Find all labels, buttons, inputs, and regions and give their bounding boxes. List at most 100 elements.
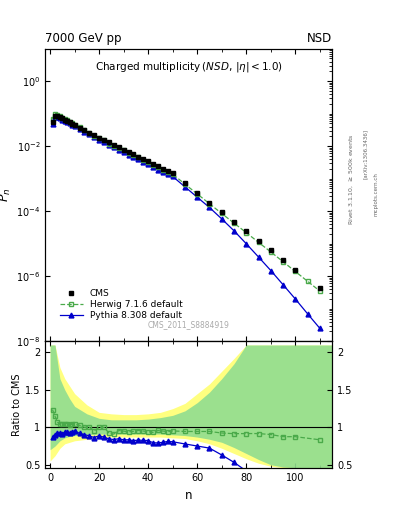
Herwig 7.1.6 default [293,268,298,274]
CMS [141,156,146,162]
Pythia 8.308 default [53,114,57,120]
Pythia 8.308 default [126,152,131,158]
CMS [244,228,249,234]
Pythia 8.308 default [102,139,107,145]
Text: [arXiv:1306.3436]: [arXiv:1306.3436] [363,129,368,179]
Pythia 8.308 default [170,174,175,180]
CMS [126,149,131,155]
Herwig 7.1.6 default [207,201,212,207]
CMS [131,151,136,157]
Pythia 8.308 default [207,204,212,210]
CMS [231,219,236,225]
CMS [55,113,60,119]
CMS [107,139,111,145]
Pythia 8.308 default [72,123,77,129]
CMS [67,119,72,125]
CMS [195,190,200,196]
Pythia 8.308 default [92,134,97,140]
Herwig 7.1.6 default [57,113,62,119]
Pythia 8.308 default [268,267,273,273]
Pythia 8.308 default [70,121,75,127]
Pythia 8.308 default [107,142,111,148]
Herwig 7.1.6 default [141,157,146,163]
Line: Herwig 7.1.6 default: Herwig 7.1.6 default [50,111,322,293]
CMS [165,168,170,174]
Pythia 8.308 default [305,311,310,317]
Pythia 8.308 default [87,132,92,138]
Pythia 8.308 default [121,149,126,155]
Herwig 7.1.6 default [50,116,55,122]
CMS [50,119,55,125]
Pythia 8.308 default [62,118,67,124]
Text: Charged multiplicity$\,(NSD,\,|\eta| < 1.0)$: Charged multiplicity$\,(NSD,\,|\eta| < 1… [95,60,283,74]
Herwig 7.1.6 default [281,259,285,265]
Herwig 7.1.6 default [256,239,261,245]
Line: CMS: CMS [50,113,322,291]
Pythia 8.308 default [231,228,236,234]
CMS [116,144,121,151]
Herwig 7.1.6 default [92,133,97,139]
Text: 7000 GeV pp: 7000 GeV pp [45,32,122,45]
Herwig 7.1.6 default [318,288,322,294]
Pythia 8.308 default [82,129,87,135]
Herwig 7.1.6 default [70,120,75,126]
Herwig 7.1.6 default [131,152,136,158]
Pythia 8.308 default [97,137,101,143]
Herwig 7.1.6 default [151,162,156,168]
Herwig 7.1.6 default [62,116,67,122]
Herwig 7.1.6 default [112,143,116,150]
Herwig 7.1.6 default [160,166,165,173]
CMS [207,200,212,206]
CMS [62,117,67,123]
Line: Pythia 8.308 default: Pythia 8.308 default [50,115,322,331]
Herwig 7.1.6 default [231,220,236,226]
Pythia 8.308 default [50,121,55,127]
Herwig 7.1.6 default [156,164,160,170]
CMS [92,132,97,138]
CMS [112,142,116,148]
Pythia 8.308 default [141,159,146,165]
Herwig 7.1.6 default [121,147,126,154]
Herwig 7.1.6 default [195,191,200,197]
CMS [70,121,75,127]
X-axis label: n: n [185,489,193,502]
CMS [160,166,165,172]
CMS [87,130,92,136]
Herwig 7.1.6 default [136,155,141,161]
Pythia 8.308 default [116,146,121,153]
CMS [65,118,70,124]
Herwig 7.1.6 default [170,171,175,177]
CMS [102,137,107,143]
Pythia 8.308 default [136,156,141,162]
Pythia 8.308 default [57,115,62,121]
CMS [219,209,224,216]
CMS [121,146,126,153]
Herwig 7.1.6 default [244,229,249,236]
CMS [293,267,298,273]
Herwig 7.1.6 default [60,115,65,121]
Herwig 7.1.6 default [165,169,170,175]
Text: mcplots.cern.ch: mcplots.cern.ch [374,173,379,217]
Pythia 8.308 default [165,171,170,177]
CMS [60,115,65,121]
CMS [53,113,57,119]
Pythia 8.308 default [55,114,60,120]
CMS [57,114,62,120]
Pythia 8.308 default [318,325,322,331]
Herwig 7.1.6 default [116,145,121,151]
CMS [156,163,160,169]
CMS [77,124,82,131]
Herwig 7.1.6 default [183,181,187,187]
CMS [151,161,156,167]
Pythia 8.308 default [112,144,116,151]
Herwig 7.1.6 default [53,111,57,117]
CMS [268,247,273,253]
Pythia 8.308 default [293,296,298,302]
Pythia 8.308 default [281,282,285,288]
Text: NSD: NSD [307,32,332,45]
Y-axis label: $P_n$: $P_n$ [0,188,13,202]
Pythia 8.308 default [160,169,165,175]
Pythia 8.308 default [151,164,156,170]
Herwig 7.1.6 default [72,121,77,127]
Herwig 7.1.6 default [87,130,92,136]
